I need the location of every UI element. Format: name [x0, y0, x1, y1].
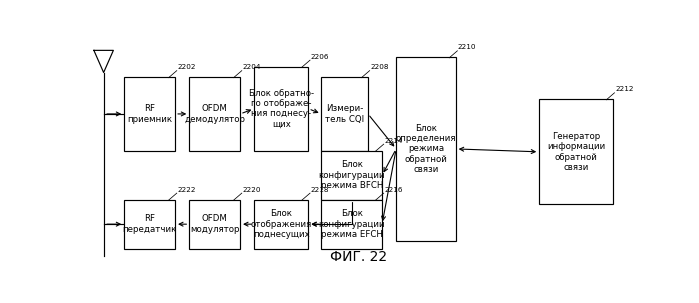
Text: ФИГ. 22: ФИГ. 22: [330, 250, 387, 264]
Text: 2212: 2212: [615, 86, 633, 92]
Text: 2216: 2216: [384, 187, 403, 193]
Text: Блок обратно-
го отображе-
ния поднесу-
щих: Блок обратно- го отображе- ния поднесу- …: [249, 88, 314, 129]
Bar: [322, 77, 368, 151]
Text: Измери-
тель CQI: Измери- тель CQI: [325, 104, 364, 124]
Text: Блок
отображения
поднесущих: Блок отображения поднесущих: [251, 209, 312, 239]
Bar: [396, 57, 456, 241]
Bar: [124, 77, 175, 151]
Text: 2206: 2206: [310, 54, 329, 60]
Bar: [189, 200, 240, 249]
Bar: [254, 200, 308, 249]
Text: RF
передатчик: RF передатчик: [122, 215, 177, 234]
Text: Генератор
информации
обратной
связи: Генератор информации обратной связи: [547, 132, 605, 172]
Bar: [124, 200, 175, 249]
Text: 2220: 2220: [243, 187, 261, 193]
Bar: [322, 151, 382, 200]
Text: 2204: 2204: [243, 64, 261, 70]
Bar: [539, 99, 613, 204]
Bar: [322, 200, 382, 249]
Text: 2218: 2218: [310, 187, 329, 193]
Text: 2222: 2222: [178, 187, 196, 193]
Text: OFDM
демодулятор: OFDM демодулятор: [184, 104, 245, 124]
Text: 2208: 2208: [370, 64, 389, 70]
Text: RF
приемник: RF приемник: [127, 104, 172, 124]
Text: Блок
конфигурации
режима EFCH: Блок конфигурации режима EFCH: [319, 209, 385, 239]
Text: 2210: 2210: [458, 44, 477, 50]
Text: Блок
конфигурации
режима BFCH: Блок конфигурации режима BFCH: [319, 160, 385, 190]
Text: 2202: 2202: [178, 64, 196, 70]
Text: Блок
определения
режима
обратной
связи: Блок определения режима обратной связи: [396, 124, 456, 174]
Bar: [254, 67, 308, 151]
Bar: [189, 77, 240, 151]
Text: 2214: 2214: [384, 138, 403, 144]
Text: OFDM
модулятор: OFDM модулятор: [190, 215, 240, 234]
